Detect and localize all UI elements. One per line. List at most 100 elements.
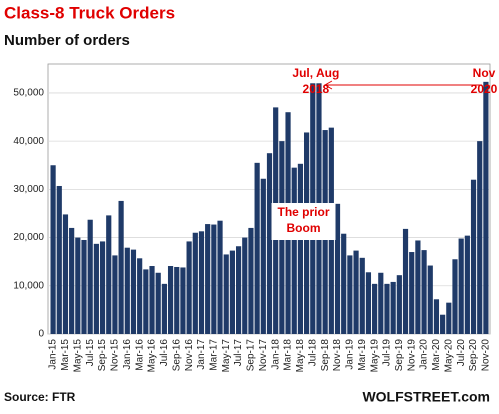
x-tick-label: Jul-15 <box>85 339 96 367</box>
bar <box>260 178 266 334</box>
x-tick-label: Nov-19 <box>406 339 417 372</box>
annotation: 2020 <box>471 82 498 96</box>
x-tick-label: Nov-20 <box>481 339 492 372</box>
bar <box>112 255 118 334</box>
bar <box>421 250 427 334</box>
x-tick-label: Jul-16 <box>159 339 170 367</box>
bar <box>384 283 390 334</box>
x-tick-label: May-16 <box>147 339 158 373</box>
y-tick-label: 40,000 <box>13 136 44 147</box>
bar <box>372 283 378 334</box>
bar <box>452 259 458 334</box>
bar <box>229 250 235 334</box>
y-tick-label: 50,000 <box>13 88 44 99</box>
bar <box>254 162 260 334</box>
bar <box>347 255 353 334</box>
bar <box>365 272 372 334</box>
bar <box>205 224 211 334</box>
x-tick-label: Sep-17 <box>246 339 257 372</box>
y-tick-label: 0 <box>38 329 44 340</box>
annotation-box <box>271 203 336 240</box>
y-tick-label: 10,000 <box>13 280 44 291</box>
x-tick-label: May-15 <box>72 339 83 373</box>
bar <box>87 219 93 334</box>
x-tick-label: May-20 <box>443 339 454 373</box>
annotation: Jul, Aug <box>292 66 339 80</box>
bar <box>180 267 186 334</box>
bar <box>143 269 149 334</box>
x-tick-label: Mar-18 <box>283 339 294 371</box>
x-tick-label: Nov-15 <box>110 339 121 372</box>
bar <box>192 232 198 334</box>
bar <box>106 215 112 334</box>
x-tick-label: Jan-16 <box>122 339 133 370</box>
bar <box>359 257 365 334</box>
x-tick-label: Sep-20 <box>468 339 479 372</box>
bar <box>291 167 297 334</box>
bar <box>353 250 359 334</box>
x-tick-label: Jan-19 <box>345 339 356 370</box>
x-tick-label: May-17 <box>221 339 232 373</box>
annotation: Nov <box>473 66 496 80</box>
annotation: Boom <box>287 221 321 235</box>
bar <box>149 266 155 334</box>
bar <box>477 141 483 334</box>
bar <box>93 243 99 334</box>
bar <box>99 241 106 334</box>
bar <box>75 237 81 334</box>
x-tick-label: Mar-19 <box>357 339 368 371</box>
x-tick-label: May-19 <box>369 339 380 373</box>
x-tick-label: Jan-18 <box>270 339 281 370</box>
bar <box>174 266 180 334</box>
bar <box>50 165 56 334</box>
x-tick-label: Jan-17 <box>196 339 207 370</box>
bar <box>81 239 87 334</box>
credit: WOLFSTREET.com <box>362 389 490 405</box>
bar <box>378 272 384 334</box>
x-tick-label: Nov-18 <box>332 339 343 372</box>
bar <box>217 220 223 334</box>
y-tick-label: 20,000 <box>13 232 44 243</box>
bar <box>124 247 130 334</box>
x-tick-label: Sep-19 <box>394 339 405 372</box>
annotation: The prior <box>277 205 329 219</box>
x-tick-label: Mar-17 <box>208 339 219 371</box>
bar <box>427 265 433 334</box>
bar <box>186 241 192 334</box>
x-tick-label: Jul-20 <box>456 339 467 367</box>
bar <box>464 235 470 334</box>
x-tick-label: Nov-17 <box>258 339 269 372</box>
x-tick-label: Jul-17 <box>233 339 244 367</box>
bar <box>433 299 440 334</box>
bar <box>155 272 161 334</box>
bar <box>161 283 167 334</box>
bar <box>266 153 273 334</box>
bar <box>409 252 415 334</box>
x-tick-label: Sep-18 <box>320 339 331 372</box>
chart-subtitle: Number of orders <box>4 32 130 49</box>
source: Source: FTR <box>4 390 76 404</box>
x-tick-label: Jan-20 <box>419 339 430 370</box>
bar <box>118 200 124 334</box>
chart-title: Class-8 Truck Orders <box>4 3 175 22</box>
bar <box>334 203 341 334</box>
bar <box>297 163 304 334</box>
bar <box>440 314 446 334</box>
bar <box>198 231 205 334</box>
bar <box>223 254 229 334</box>
bar <box>396 275 402 334</box>
bar <box>390 281 396 334</box>
bar <box>167 266 174 334</box>
bar <box>470 179 477 334</box>
bar <box>242 237 248 334</box>
bar <box>130 249 137 334</box>
bar <box>341 233 347 334</box>
x-tick-label: Jul-18 <box>307 339 318 367</box>
annotation: 2018 <box>303 82 330 96</box>
x-tick-label: Mar-20 <box>431 339 442 371</box>
x-tick-label: May-18 <box>295 339 306 373</box>
x-tick-label: Jul-19 <box>382 339 393 367</box>
bar <box>62 214 69 334</box>
